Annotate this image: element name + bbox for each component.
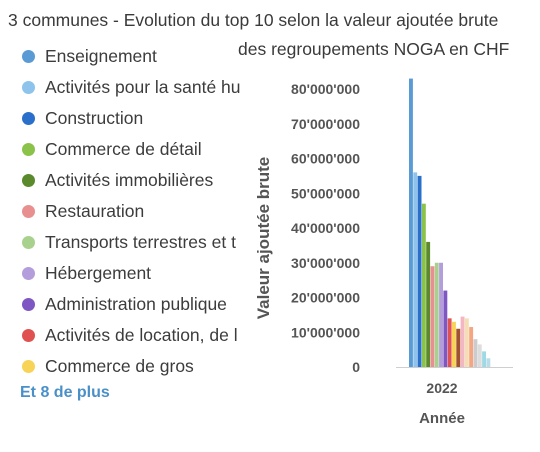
- bar: [464, 318, 469, 367]
- bar: [439, 262, 443, 367]
- legend-label: Restauration: [45, 201, 145, 221]
- legend-item[interactable]: Construction: [22, 103, 240, 134]
- legend-item[interactable]: Activités de location, de l: [22, 320, 240, 351]
- legend-marker: [22, 360, 35, 373]
- legend-marker: [22, 81, 35, 94]
- legend-item[interactable]: Hébergement: [22, 258, 240, 289]
- legend-label: Enseignement: [45, 46, 157, 66]
- bar: [409, 78, 413, 367]
- legend-item[interactable]: Administration publique: [22, 289, 240, 320]
- legend-item[interactable]: Commerce de gros: [22, 351, 240, 382]
- legend-marker: [22, 236, 35, 249]
- bar: [426, 241, 431, 367]
- bar: [452, 321, 456, 367]
- bar: [460, 316, 465, 367]
- legend-label: Hébergement: [45, 263, 152, 283]
- bar: [482, 351, 486, 367]
- x-axis-title: Année: [419, 410, 465, 427]
- y-tick-label: 80'000'000: [291, 81, 360, 97]
- bar: [421, 203, 426, 367]
- bar: [430, 266, 435, 367]
- legend-label: Activités immobilières: [45, 170, 214, 190]
- legend-item[interactable]: Commerce de détail: [22, 134, 240, 165]
- legend-more-link[interactable]: Et 8 de plus: [20, 384, 110, 401]
- bar: [477, 344, 482, 367]
- legend-label: Construction: [45, 108, 144, 128]
- y-axis-title: Valeur ajoutée brute: [254, 157, 273, 320]
- bar: [456, 328, 461, 367]
- legend-label: Activités pour la santé hu: [45, 77, 240, 97]
- bar: [413, 172, 418, 367]
- bar: [469, 327, 474, 367]
- chart-subtitle: des regroupements NOGA en CHF: [238, 39, 510, 59]
- legend-label: Administration publique: [45, 294, 227, 314]
- plot-area: 0 10'000'000 20'000'000 30'000'000 40'000'00…: [240, 60, 540, 452]
- bar: [443, 290, 448, 367]
- bar-chart: 0 10'000'000 20'000'000 30'000'000 40'000'00…: [254, 78, 513, 427]
- y-tick-label: 10'000'000: [291, 324, 360, 340]
- bar: [473, 339, 478, 367]
- legend-marker: [22, 205, 35, 218]
- x-tick-label: 2022: [426, 380, 457, 396]
- y-tick-label: 40'000'000: [291, 220, 360, 236]
- chart-title: 3 communes - Evolution du top 10 selon l…: [8, 10, 499, 30]
- legend-label: Transports terrestres et t: [45, 232, 236, 252]
- bar: [417, 175, 422, 368]
- legend-item[interactable]: Transports terrestres et t: [22, 227, 240, 258]
- legend-marker: [22, 50, 35, 63]
- legend-label: Activités de location, de l: [45, 325, 238, 345]
- y-tick-label: 30'000'000: [291, 255, 360, 271]
- legend: Enseignement Activités pour la santé hu Co…: [22, 41, 240, 382]
- y-tick-label: 60'000'000: [291, 151, 360, 167]
- bar: [486, 358, 491, 367]
- legend-item[interactable]: Restauration: [22, 196, 240, 227]
- legend-marker: [22, 143, 35, 156]
- legend-marker: [22, 298, 35, 311]
- legend-marker: [22, 267, 35, 280]
- legend-item[interactable]: Activités pour la santé hu: [22, 72, 240, 103]
- legend-item[interactable]: Enseignement: [22, 41, 240, 72]
- y-tick-label: 20'000'000: [291, 290, 360, 306]
- y-tick-label: 50'000'000: [291, 185, 360, 201]
- legend-label: Commerce de gros: [45, 356, 194, 376]
- legend-marker: [22, 329, 35, 342]
- bar: [434, 262, 439, 367]
- y-tick-label: 0: [352, 359, 360, 375]
- y-tick-label: 70'000'000: [291, 116, 360, 132]
- bar: [447, 318, 452, 367]
- legend-marker: [22, 174, 35, 187]
- legend-item[interactable]: Activités immobilières: [22, 165, 240, 196]
- legend-marker: [22, 112, 35, 125]
- legend-label: Commerce de détail: [45, 139, 202, 159]
